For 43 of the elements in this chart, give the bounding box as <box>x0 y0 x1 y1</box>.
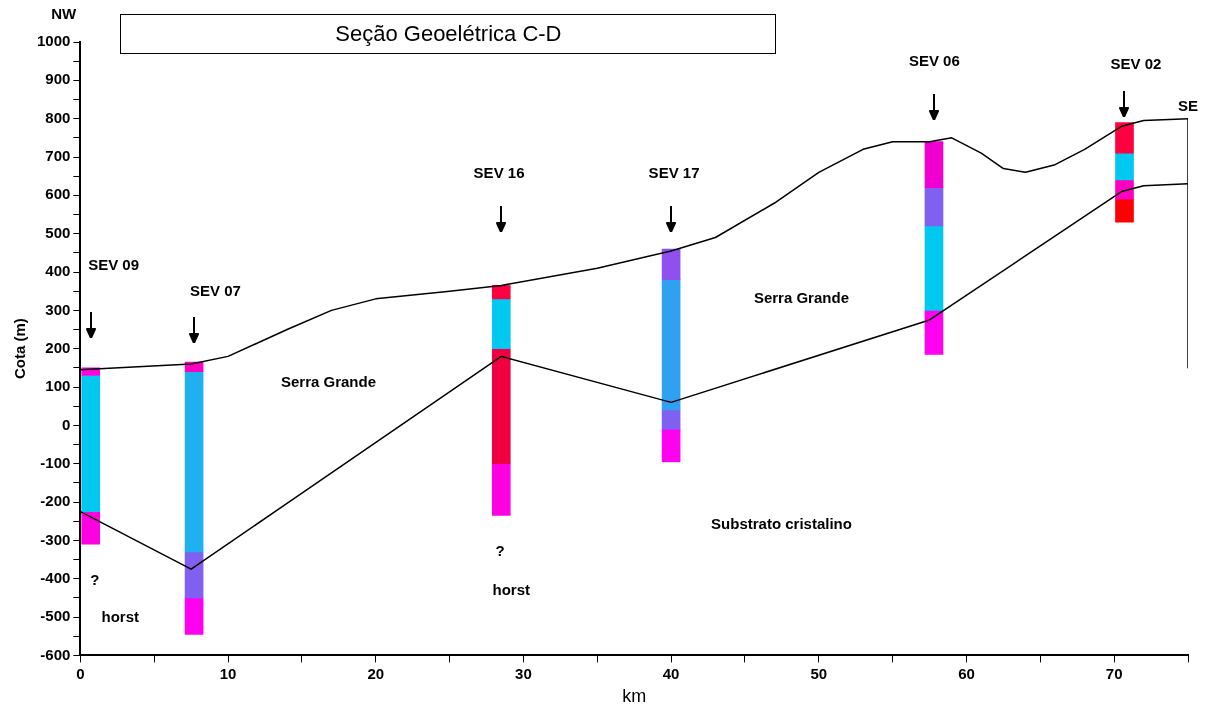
annotation: Serra Grande <box>753 288 849 306</box>
y-tick-label: -400 <box>40 568 71 586</box>
y-tick-label: 600 <box>45 185 71 203</box>
y-tick-label: -200 <box>40 492 71 510</box>
chart-title: Seção Geoelétrica C-D <box>120 14 777 54</box>
y-tick-label: 400 <box>45 262 71 280</box>
annotation: ? <box>495 541 505 559</box>
text: NW <box>51 4 78 22</box>
y-tick-label: 800 <box>45 108 71 126</box>
x-tick-label: 10 <box>219 664 237 682</box>
y-tick-label: 900 <box>45 70 71 88</box>
y-tick-label: -300 <box>40 530 71 548</box>
x-tick-label: 50 <box>810 664 828 682</box>
annotation: ? <box>90 571 100 589</box>
y-tick-label: -500 <box>40 607 71 625</box>
annotation: SEV 16 <box>473 164 525 182</box>
annotation: horst <box>492 581 530 599</box>
annotation: Serra Grande <box>280 373 376 391</box>
x-tick-label: 40 <box>662 664 680 682</box>
y-tick-label: 500 <box>45 223 71 241</box>
y-tick-label: 1000 <box>36 32 71 50</box>
y-tick-label: 200 <box>45 338 71 356</box>
x-axis-title: km <box>622 686 647 707</box>
annotation: SEV 09 <box>88 256 140 274</box>
x-tick-label: 30 <box>515 664 532 682</box>
annotation: SEV 07 <box>190 282 241 300</box>
annotation: SEV 06 <box>908 51 960 69</box>
x-tick-label: 20 <box>367 664 385 682</box>
annotation: SEV 17 <box>648 164 700 182</box>
y-tick-label: 700 <box>45 147 71 165</box>
y-tick-label: 300 <box>45 300 71 318</box>
annotation: horst <box>101 608 139 626</box>
y-tick-label: -600 <box>40 645 71 663</box>
y-tick-label: 0 <box>62 415 71 433</box>
y-axis-title: Cota (m) <box>11 318 29 380</box>
x-tick-label: 60 <box>958 664 975 682</box>
x-tick-label: 70 <box>1105 664 1123 682</box>
y-tick-label: 100 <box>45 377 71 395</box>
y-tick-label: -100 <box>40 453 71 471</box>
x-tick-label: 0 <box>76 664 85 682</box>
annotation: SEV 02 <box>1110 54 1162 72</box>
annotation: Substrato cristalino <box>711 514 852 532</box>
annotation: SE <box>1177 97 1199 115</box>
